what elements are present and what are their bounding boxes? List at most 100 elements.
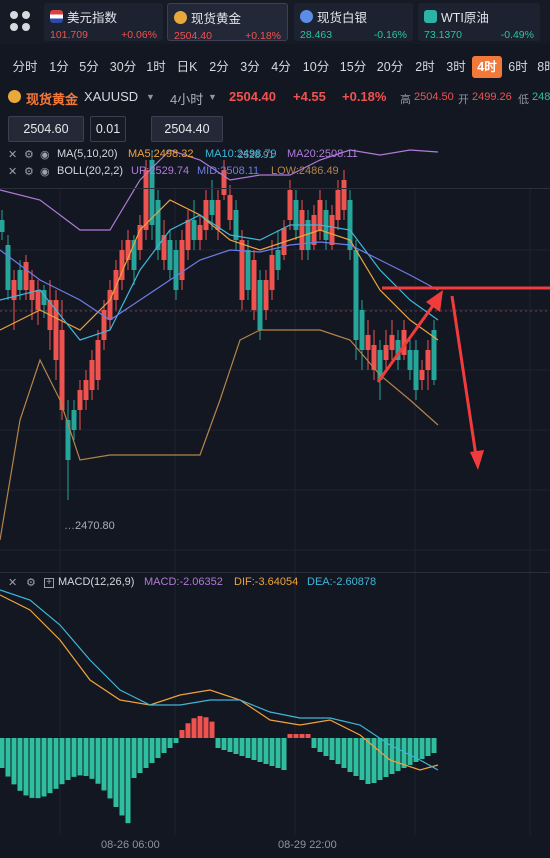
tf-tab[interactable]: 10分 bbox=[302, 60, 330, 74]
candle-body bbox=[59, 330, 65, 410]
candle-body bbox=[365, 335, 371, 350]
gear-icon[interactable]: ⚙ bbox=[26, 577, 36, 589]
candle-body bbox=[29, 280, 35, 300]
tf-tab[interactable]: 日K bbox=[176, 60, 198, 74]
chevron-down-icon[interactable]: ▼ bbox=[208, 92, 217, 102]
macd-bar bbox=[155, 738, 161, 758]
price-low-marker: …2470.80 bbox=[64, 520, 115, 532]
tf-tab[interactable]: 4分 bbox=[271, 60, 291, 74]
symbol-name[interactable]: 现货黄金 bbox=[26, 92, 79, 107]
candle-body bbox=[287, 190, 293, 220]
tf-tab[interactable]: 3时 bbox=[446, 60, 466, 74]
ticker-change: -0.16% bbox=[373, 29, 407, 41]
candle-body bbox=[341, 180, 347, 210]
candle-body bbox=[65, 420, 71, 460]
quantity-input[interactable]: 0.01 bbox=[90, 116, 126, 142]
grid-menu-icon[interactable] bbox=[0, 0, 40, 44]
plus-icon[interactable]: + bbox=[44, 578, 54, 588]
tf-tab[interactable]: 1时 bbox=[146, 60, 166, 74]
tf-tab[interactable]: 6时 bbox=[508, 60, 528, 74]
tf-tab[interactable]: 3分 bbox=[240, 60, 260, 74]
candle-body bbox=[209, 200, 215, 215]
tf-tab[interactable]: 20分 bbox=[376, 60, 404, 74]
macd-bar bbox=[407, 738, 413, 765]
close-icon[interactable]: ✕ bbox=[8, 577, 18, 589]
macd-bar bbox=[341, 738, 347, 768]
tf-tab[interactable]: 2时 bbox=[415, 60, 435, 74]
time-axis-label: 08-26 06:00 bbox=[101, 839, 160, 851]
tf-tab[interactable]: 8时 bbox=[537, 60, 550, 74]
up-arrow-line bbox=[376, 299, 439, 383]
candle-body bbox=[263, 280, 269, 310]
candle-body bbox=[35, 290, 41, 310]
ticker-card-usd-index[interactable]: 美元指数 101.709 +0.06% bbox=[44, 3, 163, 41]
macd-bar bbox=[239, 738, 245, 756]
ma20-value: MA20:2508.11 bbox=[287, 148, 358, 160]
tf-tab[interactable]: 5分 bbox=[79, 60, 99, 74]
candle-body bbox=[419, 370, 425, 380]
gold-coin-icon bbox=[174, 11, 187, 24]
ticker-card-spot-gold[interactable]: 现货黄金 2504.40 +0.18% bbox=[167, 3, 288, 42]
macd-bar bbox=[191, 718, 197, 738]
candle-body bbox=[17, 270, 23, 290]
macd-bar bbox=[269, 738, 275, 766]
eye-icon[interactable]: ◉ bbox=[40, 149, 50, 161]
buy-price-box[interactable]: 2504.40 bbox=[151, 116, 223, 142]
ticker-price: 28.463 bbox=[300, 29, 333, 41]
silver-coin-icon bbox=[300, 10, 313, 23]
macd-bar bbox=[377, 738, 383, 780]
ticker-name: 美元指数 bbox=[67, 11, 118, 25]
interval-select[interactable]: 4小时 bbox=[170, 92, 204, 107]
gear-icon[interactable]: ⚙ bbox=[24, 166, 34, 178]
gear-icon[interactable]: ⚙ bbox=[24, 149, 34, 161]
low-value: 248 bbox=[532, 91, 550, 103]
tf-tab[interactable]: 30分 bbox=[109, 60, 137, 74]
dif-value: DIF:-3.64054 bbox=[234, 576, 299, 588]
tf-tab[interactable]: 2分 bbox=[209, 60, 229, 74]
candle-body bbox=[299, 210, 305, 250]
time-axis-label: 08-29 22:00 bbox=[278, 839, 337, 851]
candle-body bbox=[395, 340, 401, 360]
macd-bar bbox=[47, 738, 53, 794]
macd-bar bbox=[245, 738, 251, 758]
sell-price-box[interactable]: 2504.60 bbox=[8, 116, 84, 142]
macd-bar bbox=[371, 738, 377, 783]
down-arrow-line bbox=[450, 295, 478, 457]
boll-mid-line bbox=[0, 241, 439, 321]
eye-icon[interactable]: ◉ bbox=[40, 166, 50, 178]
boll-low-line bbox=[0, 329, 439, 541]
close-icon[interactable]: ✕ bbox=[8, 166, 18, 178]
ticker-card-wti-oil[interactable]: WTI原油 73.1370 -0.49% bbox=[418, 3, 540, 41]
candle-body bbox=[161, 235, 167, 260]
oil-drop-icon bbox=[424, 10, 437, 23]
candle-body bbox=[107, 290, 113, 320]
tf-tab[interactable]: 1分 bbox=[49, 60, 69, 74]
close-icon[interactable]: ✕ bbox=[8, 149, 18, 161]
macd-bar bbox=[323, 738, 329, 756]
macd-bar bbox=[59, 738, 65, 785]
macd-bar bbox=[395, 738, 401, 771]
macd-bar bbox=[161, 738, 167, 753]
tf-tab[interactable]: 分时 bbox=[12, 60, 38, 74]
symbol-code[interactable]: XAUUSD bbox=[84, 89, 139, 104]
macd-bar bbox=[359, 738, 365, 780]
macd-bar bbox=[401, 738, 407, 768]
macd-bar bbox=[227, 738, 233, 752]
candle-body bbox=[221, 170, 227, 195]
candle-body bbox=[197, 225, 203, 240]
macd-bar bbox=[257, 738, 263, 762]
candle-body bbox=[83, 380, 89, 400]
candle-body bbox=[53, 300, 59, 360]
macd-bar bbox=[125, 738, 131, 824]
ticker-card-spot-silver[interactable]: 现货白银 28.463 -0.16% bbox=[294, 3, 413, 41]
ticker-name: 现货黄金 bbox=[191, 12, 242, 26]
macd-bar bbox=[347, 738, 353, 772]
dea-value: DEA:-2.60878 bbox=[307, 576, 377, 588]
macd-bar bbox=[95, 738, 101, 784]
tf-tab-active[interactable]: 4时 bbox=[472, 56, 502, 78]
chevron-down-icon[interactable]: ▼ bbox=[146, 92, 155, 102]
macd-bar bbox=[101, 738, 107, 791]
tf-tab[interactable]: 15分 bbox=[339, 60, 367, 74]
macd-bar bbox=[275, 738, 281, 768]
